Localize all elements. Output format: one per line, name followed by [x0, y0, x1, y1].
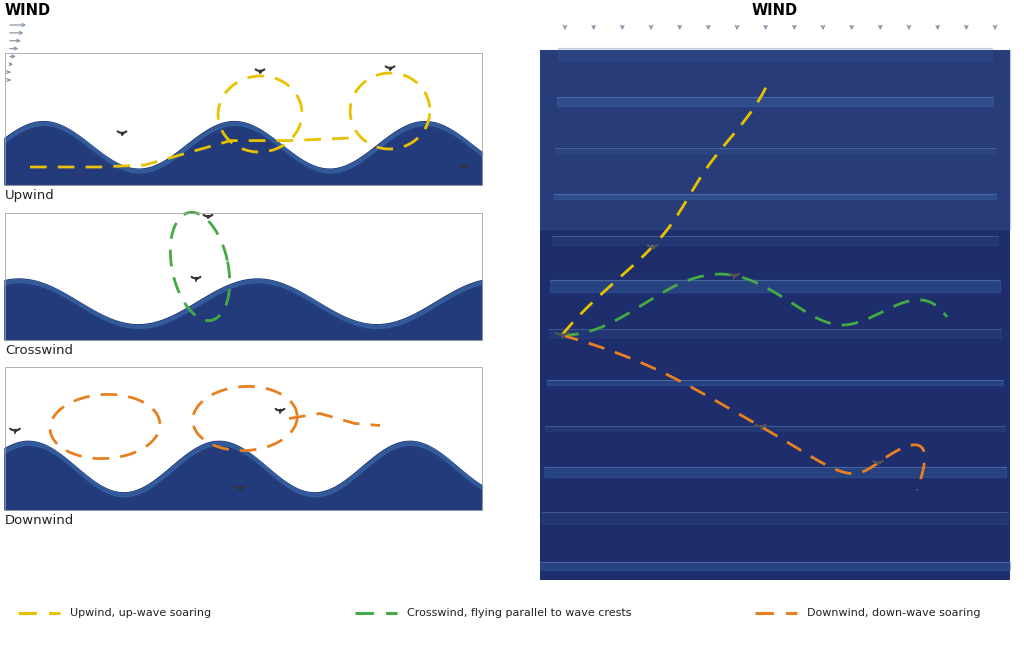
Polygon shape [5, 279, 482, 340]
Text: Crosswind, flying parallel to wave crests: Crosswind, flying parallel to wave crest… [407, 608, 632, 618]
Text: WIND: WIND [5, 3, 51, 18]
Text: Downwind: Downwind [5, 514, 75, 527]
Bar [5, 367, 482, 510]
Polygon shape [5, 122, 482, 185]
Text: WIND: WIND [752, 3, 798, 18]
Polygon shape [5, 127, 482, 185]
Polygon shape [5, 447, 482, 510]
Polygon shape [5, 441, 482, 510]
Bar [5, 213, 482, 340]
Text: Upwind, up-wave soaring: Upwind, up-wave soaring [70, 608, 211, 618]
Text: Downwind, down-wave soaring: Downwind, down-wave soaring [807, 608, 981, 618]
Bar [5, 53, 482, 185]
Bar [5, 213, 482, 340]
Bar [5, 53, 482, 185]
Polygon shape [5, 284, 482, 340]
Bar [540, 50, 1010, 580]
Bar [5, 367, 482, 510]
Text: Crosswind: Crosswind [5, 344, 73, 357]
Text: Upwind: Upwind [5, 189, 54, 202]
